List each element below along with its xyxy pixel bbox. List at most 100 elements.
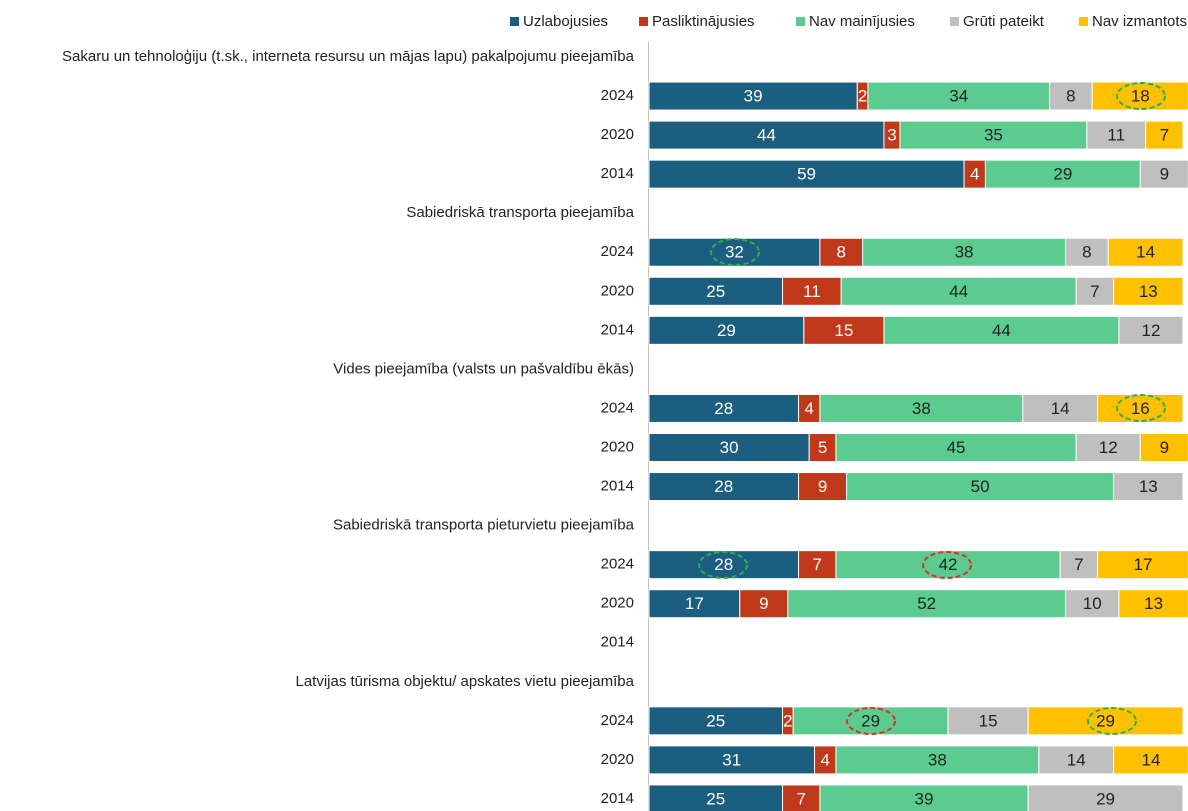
highlight [1087,707,1137,735]
bar-segment [846,472,1115,502]
category-label: Vides pieejamība (valsts un pašvaldību ē… [333,360,634,377]
category-label: 2024 [601,399,634,416]
data-label: 35 [984,126,1003,145]
category-label: Sakaru un tehnoloģiju (t.sk., interneta … [62,48,635,65]
data-label: 39 [915,789,934,808]
legend-label: Nav mainījusies [809,13,915,30]
data-label: 10 [1083,594,1102,613]
data-label: 15 [834,321,853,340]
data-label: 18 [1131,87,1150,106]
bar-segment [1113,472,1184,502]
data-label: 30 [720,438,739,457]
highlight [710,238,760,266]
data-label: 4 [804,399,813,418]
data-label: 28 [714,555,733,574]
data-label: 34 [949,87,968,106]
data-label: 4 [970,165,979,184]
data-label: 7 [1090,282,1099,301]
bar-segment [1091,81,1188,111]
data-label: 17 [685,594,704,613]
data-label: 7 [812,555,821,574]
data-label: 12 [1141,321,1160,340]
bar-segment [808,433,837,462]
bar-segment [1139,159,1188,189]
data-label: 25 [706,711,725,730]
bar-segment [792,706,949,736]
bar-segment [1113,276,1184,306]
bar-segment [1139,433,1188,462]
category-label: 2020 [601,595,634,612]
bar-segment [798,472,848,502]
bar-segment [648,433,810,462]
data-label: 15 [979,711,998,730]
legend-label: Uzlabojusies [523,13,608,30]
category-label: 2014 [601,165,634,182]
data-label: 11 [803,282,821,301]
data-label: 17 [1133,555,1152,574]
bar-segment [1065,237,1109,267]
bar-segment [819,393,1024,423]
legend-swatch [950,17,959,26]
data-label: 44 [757,126,776,145]
category-label: Sabiedriskā transporta pieejamība [406,204,634,221]
bar-segment [648,550,800,580]
bar-segment [782,276,842,306]
data-label: 29 [1096,711,1115,730]
data-label: 9 [1160,165,1169,184]
bar-segment [867,81,1050,111]
category-label: 2024 [601,87,634,104]
data-label: 7 [1074,555,1083,574]
data-label: 25 [706,789,725,808]
category-label: 2020 [601,751,634,768]
bar-segment [1118,589,1188,619]
bar-segment [1097,550,1188,580]
data-label: 13 [1139,477,1158,496]
legend-swatch [639,17,648,26]
category-label: Sabiedriskā transporta pieturvietu pieej… [333,517,635,534]
bar-segment [883,315,1120,345]
category-label: 2014 [601,478,634,495]
data-label: 59 [797,165,816,184]
data-label: 29 [1096,789,1115,808]
data-label: 25 [706,282,725,301]
category-label: 2020 [601,282,634,299]
bar-segment [1118,315,1184,345]
legend-swatch [796,17,805,26]
bar-segment [648,237,821,267]
category-label: 2014 [601,634,634,651]
data-label: 3 [887,126,896,145]
highlight [846,707,896,735]
bar-segment [803,315,885,345]
data-label: 39 [744,87,763,106]
legend-label: Nav izmantots [1092,13,1187,30]
data-label: 44 [949,282,968,301]
data-label: 28 [714,399,733,418]
bar-segment [984,159,1141,189]
data-label: 9 [1160,438,1169,457]
bar-segment [648,393,800,423]
legend-swatch [1079,17,1088,26]
data-label: 31 [722,750,741,769]
bar-segment [819,237,864,267]
data-label: 38 [955,243,974,262]
data-label: 16 [1131,399,1150,418]
data-label: 8 [837,243,846,262]
bar-segment [1113,745,1188,775]
data-label: 13 [1139,282,1158,301]
data-label: 4 [820,750,829,769]
bar-segment [1027,706,1184,736]
bar-segment [862,237,1067,267]
highlight [698,551,748,579]
data-label: 14 [1141,750,1160,769]
bar-segment [1038,745,1115,775]
data-label: 7 [796,789,805,808]
bar-segment [1059,550,1099,580]
data-label: 5 [818,438,827,457]
bar-segment [648,315,805,345]
data-label: 45 [947,438,966,457]
category-label: 2020 [601,438,634,455]
highlights [698,82,1166,735]
category-label: 2024 [601,243,634,260]
data-label: 38 [912,399,931,418]
data-label: 9 [818,477,827,496]
